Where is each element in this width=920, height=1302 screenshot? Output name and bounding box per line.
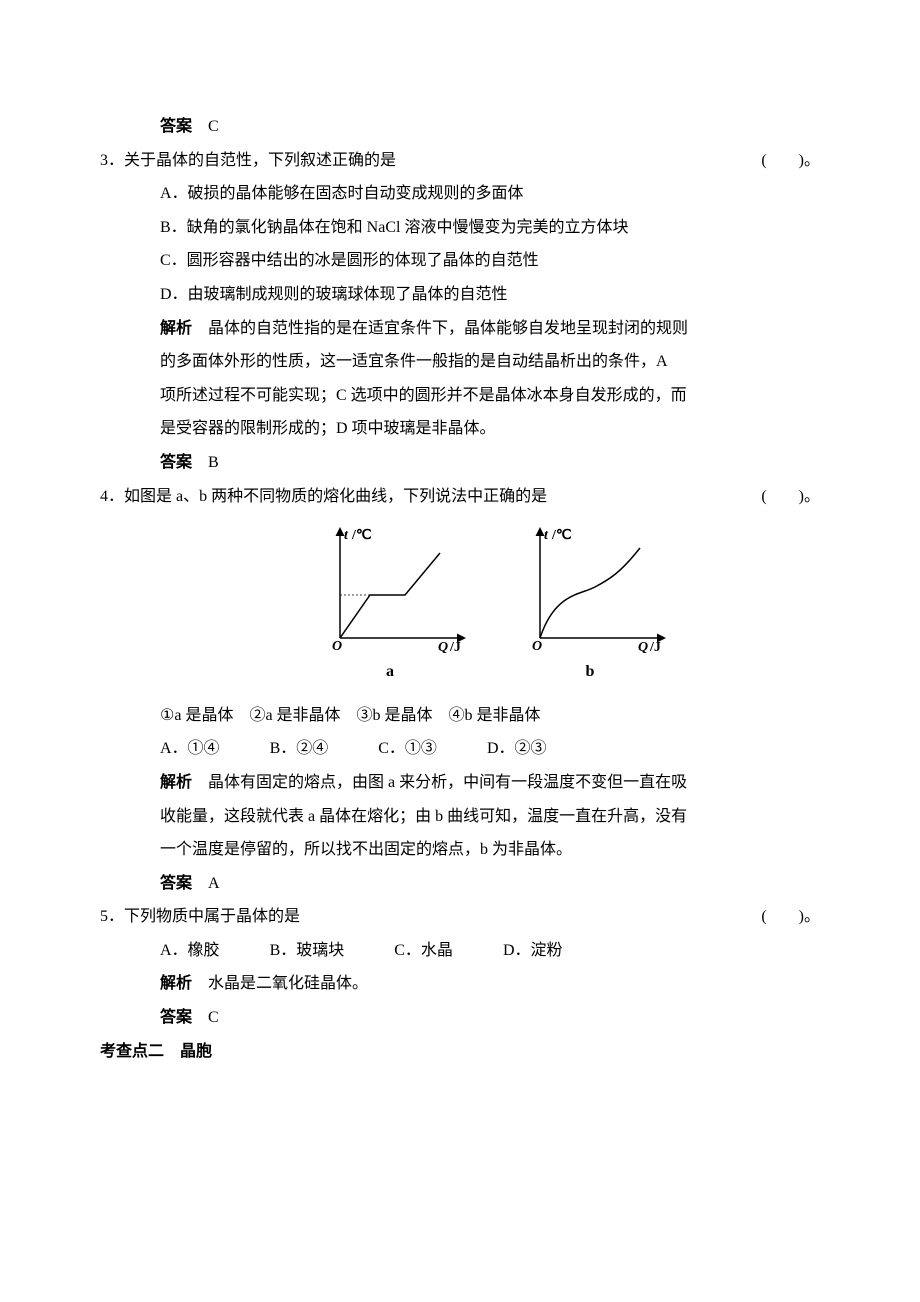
q3-opt-c: C．圆形容器中结出的冰是圆形的体现了晶体的自范性 — [160, 244, 820, 278]
answer-value: C — [208, 118, 219, 135]
answer-value: B — [208, 454, 219, 471]
q3-paren: ( )。 — [761, 144, 820, 178]
section-2: 考查点二 晶胞 — [100, 1035, 820, 1069]
q4-options: A．①④ B．②④ C．①③ D．②③ — [160, 732, 820, 766]
exp-label: 解析 — [160, 975, 192, 992]
svg-text:t: t — [544, 528, 549, 543]
q4-opt-a: A．①④ — [160, 732, 220, 766]
q2-answer-line: 答案 C — [160, 110, 820, 144]
question-4: 4．如图是 a、b 两种不同物质的熔化曲线，下列说法中正确的是 ( )。 — [100, 480, 820, 901]
answer-value: C — [208, 1009, 219, 1026]
q4-opt-d: D．②③ — [487, 732, 547, 766]
q4-paren: ( )。 — [761, 480, 820, 514]
exp-label: 解析 — [160, 774, 192, 791]
question-3: 3．关于晶体的自范性，下列叙述正确的是 ( )。 A．破损的晶体能够在固态时自动… — [100, 144, 820, 480]
svg-text:O: O — [332, 639, 342, 653]
melting-charts: t /℃ O Q /J a — [160, 523, 820, 689]
q4-exp-line3: 一个温度是停留的，所以找不出固定的熔点，b 为非晶体。 — [160, 833, 820, 867]
chart-a-svg: t /℃ O Q /J — [310, 523, 470, 653]
chart-b-wrap: t /℃ O Q /J b — [510, 523, 670, 689]
chart-b-svg: t /℃ O Q /J — [510, 523, 670, 653]
q3-exp-line4: 是受容器的限制形成的；D 项中玻璃是非晶体。 — [160, 412, 820, 446]
q4-opt-b: B．②④ — [270, 732, 329, 766]
answer-label: 答案 — [160, 454, 192, 471]
q4-circled: ①a 是晶体 ②a 是非晶体 ③b 是晶体 ④b 是非晶体 — [160, 699, 820, 733]
svg-text:/℃: /℃ — [551, 528, 572, 543]
q3-exp-line2: 的多面体外形的性质，这一适宜条件一般指的是自动结晶析出的条件，A — [160, 345, 820, 379]
svg-text:O: O — [532, 639, 542, 653]
q5-opt-d: D．淀粉 — [503, 934, 563, 968]
q5-paren: ( )。 — [761, 900, 820, 934]
chart-a-wrap: t /℃ O Q /J a — [310, 523, 470, 689]
q5-opt-c: C．水晶 — [394, 934, 453, 968]
svg-text:/J: /J — [649, 640, 661, 653]
chart-a-label: a — [310, 655, 470, 689]
question-5: 5．下列物质中属于晶体的是 ( )。 A．橡胶 B．玻璃块 C．水晶 D．淀粉 … — [100, 900, 820, 1034]
q3-opt-d: D．由玻璃制成规则的玻璃球体现了晶体的自范性 — [160, 278, 820, 312]
q3-answer: 答案 B — [160, 446, 820, 480]
q3-opt-b: B．缺角的氯化钠晶体在饱和 NaCl 溶液中慢慢变为完美的立方体块 — [160, 211, 820, 245]
answer-value: A — [208, 875, 220, 892]
q5-stem: 下列物质中属于晶体的是 — [124, 908, 300, 925]
q5-num: 5． — [100, 908, 124, 925]
q4-opt-c: C．①③ — [378, 732, 437, 766]
q3-num: 3． — [100, 152, 124, 169]
q4-num: 4． — [100, 488, 124, 505]
answer-label: 答案 — [160, 1009, 192, 1026]
exp-label: 解析 — [160, 320, 192, 337]
q4-answer: 答案 A — [160, 867, 820, 901]
q3-opt-a: A．破损的晶体能够在固态时自动变成规则的多面体 — [160, 177, 820, 211]
q5-opt-b: B．玻璃块 — [270, 934, 345, 968]
answer-label: 答案 — [160, 875, 192, 892]
q5-explanation: 解析 水晶是二氧化硅晶体。 — [160, 967, 820, 1001]
q3-explanation: 解析 晶体的自范性指的是在适宜条件下，晶体能够自发地呈现封闭的规则 — [160, 312, 820, 346]
svg-text:/J: /J — [449, 640, 461, 653]
q5-answer: 答案 C — [160, 1001, 820, 1035]
section-title-text: 晶胞 — [180, 1043, 212, 1060]
svg-text:t: t — [344, 528, 349, 543]
chart-b-label: b — [510, 655, 670, 689]
q4-exp-line2: 收能量，这段就代表 a 晶体在熔化；由 b 曲线可知，温度一直在升高，没有 — [160, 800, 820, 834]
svg-text:Q: Q — [438, 640, 448, 653]
q5-opt-a: A．橡胶 — [160, 934, 220, 968]
q4-explanation: 解析 晶体有固定的熔点，由图 a 来分析，中间有一段温度不变但一直在吸 — [160, 766, 820, 800]
q3-stem: 关于晶体的自范性，下列叙述正确的是 — [124, 152, 396, 169]
q3-exp-line3: 项所述过程不可能实现；C 选项中的圆形并不是晶体冰本身自发形成的，而 — [160, 379, 820, 413]
svg-text:Q: Q — [638, 640, 648, 653]
section-label: 考查点二 — [100, 1043, 164, 1060]
answer-label: 答案 — [160, 118, 192, 135]
svg-text:/℃: /℃ — [351, 528, 372, 543]
q5-options: A．橡胶 B．玻璃块 C．水晶 D．淀粉 — [160, 934, 820, 968]
q4-stem: 如图是 a、b 两种不同物质的熔化曲线，下列说法中正确的是 — [124, 488, 547, 505]
